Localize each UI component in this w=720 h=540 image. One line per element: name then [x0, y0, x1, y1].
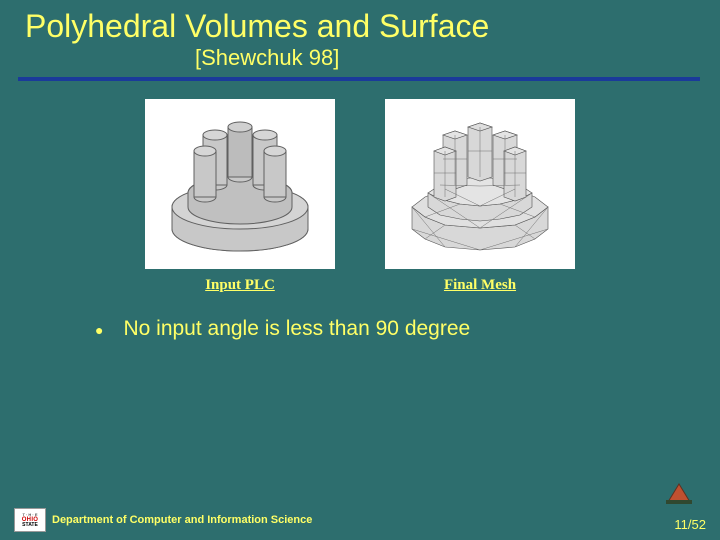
figure-row: Input PLC: [0, 99, 720, 294]
figure-left: Input PLC: [145, 99, 335, 294]
department-label: Department of Computer and Information S…: [52, 514, 312, 526]
title-divider: [18, 77, 700, 81]
ohio-state-logo-icon: T · H · E OHIO STATE: [14, 508, 46, 532]
figure-right-caption: Final Mesh: [444, 277, 516, 294]
slide-subtitle: [Shewchuk 98]: [0, 45, 720, 77]
bullet-list: ● No input angle is less than 90 degree: [95, 316, 660, 344]
figure-left-caption: Input PLC: [205, 277, 275, 294]
logo-line3: STATE: [22, 523, 38, 528]
footer: T · H · E OHIO STATE Department of Compu…: [0, 508, 720, 532]
slide-title: Polyhedral Volumes and Surface: [0, 0, 720, 45]
bullet-text: No input angle is less than 90 degree: [123, 316, 470, 342]
figure-right: Final Mesh: [385, 99, 575, 294]
figure-right-image: [385, 99, 575, 269]
footer-left: T · H · E OHIO STATE Department of Compu…: [14, 508, 312, 532]
right-logo-icon: [664, 480, 694, 506]
page-number: 11/52: [674, 517, 706, 532]
bullet-marker-icon: ●: [95, 316, 103, 344]
figure-left-image: [145, 99, 335, 269]
